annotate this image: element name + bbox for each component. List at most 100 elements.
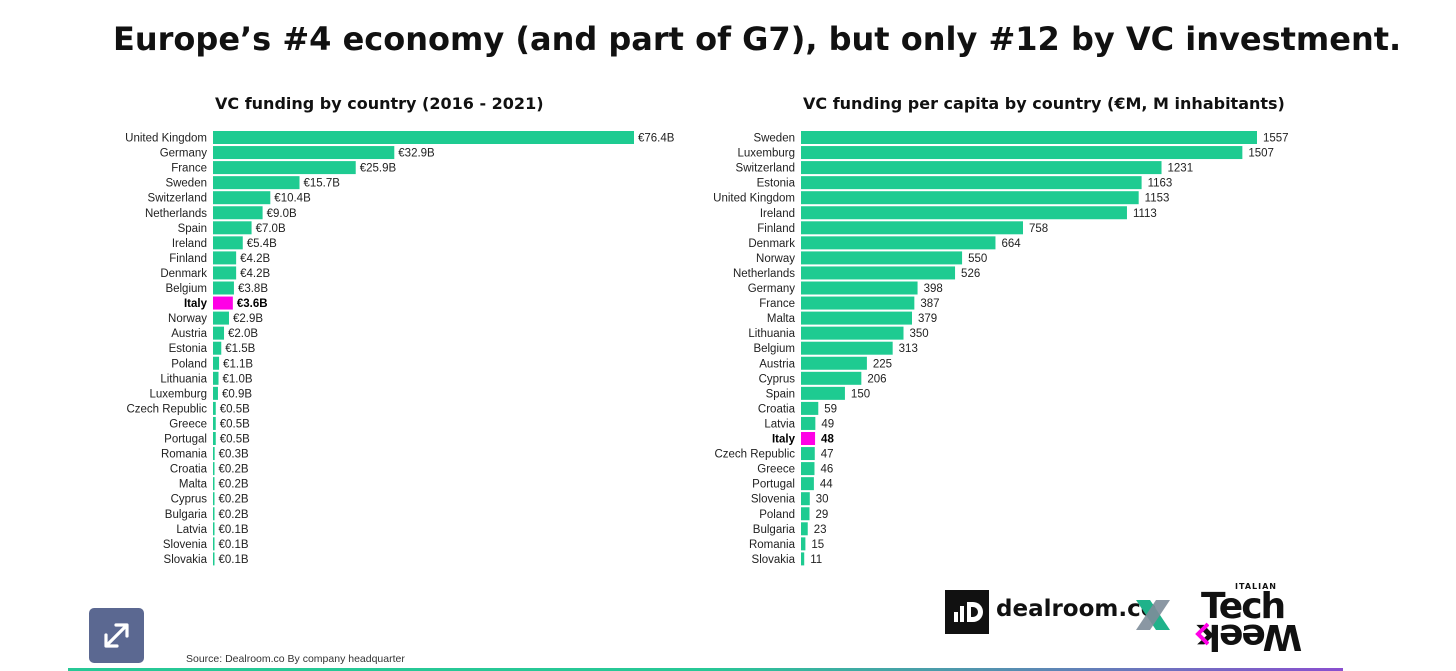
- bar-austria: [213, 326, 225, 340]
- value-label: 379: [918, 313, 937, 325]
- category-label: Switzerland: [736, 163, 795, 175]
- bar-lithuania: [801, 326, 904, 340]
- category-label: Croatia: [170, 464, 208, 476]
- value-label: €0.3B: [219, 449, 249, 461]
- value-label: €1.1B: [223, 358, 253, 370]
- dealroom-logo-icon: [945, 590, 989, 634]
- cross-icon: [1136, 600, 1170, 630]
- category-label: Netherlands: [733, 268, 795, 280]
- category-label: Bulgaria: [753, 524, 796, 536]
- bar-norway: [801, 251, 963, 265]
- category-label: Portugal: [164, 434, 207, 446]
- value-label: 11: [810, 554, 822, 566]
- bar-latvia: [213, 522, 215, 536]
- category-label: Cyprus: [171, 494, 208, 506]
- category-label: Italy: [184, 298, 208, 310]
- bar-austria: [801, 356, 867, 370]
- category-label: Norway: [756, 253, 795, 265]
- value-label: €0.2B: [219, 479, 249, 491]
- bar-luxemburg: [213, 386, 218, 400]
- category-label: Luxemburg: [149, 388, 207, 400]
- category-label: Germany: [160, 148, 208, 160]
- category-label: Estonia: [757, 178, 796, 190]
- value-label: €2.0B: [228, 328, 258, 340]
- bar-poland: [213, 356, 220, 370]
- value-label: 350: [910, 328, 929, 340]
- bar-sweden: [801, 131, 1257, 144]
- value-label: €7.0B: [256, 223, 286, 235]
- value-label: 44: [820, 479, 833, 491]
- italian-tech-week-logo: ITALIAN Tech Week: [1195, 582, 1325, 657]
- dealroom-logo-text: dealroom.co: [996, 596, 1157, 622]
- value-label: €0.5B: [220, 403, 250, 415]
- value-label: €4.2B: [240, 268, 270, 280]
- bar-slovenia: [213, 537, 215, 551]
- category-label: Luxemburg: [737, 148, 795, 160]
- bottom-divider: [68, 668, 1343, 671]
- category-label: United Kingdom: [125, 133, 207, 145]
- value-label: €3.8B: [238, 283, 268, 295]
- value-label: 1507: [1248, 148, 1274, 160]
- left-chart-title: VC funding by country (2016 - 2021): [215, 94, 544, 113]
- bar-croatia: [801, 401, 819, 415]
- bar-switzerland: [801, 161, 1162, 175]
- category-label: Poland: [171, 358, 207, 370]
- value-label: 15: [811, 539, 824, 551]
- value-label: €15.7B: [304, 178, 341, 190]
- category-label: Romania: [749, 539, 796, 551]
- category-label: Croatia: [758, 403, 796, 415]
- value-label: 206: [867, 373, 886, 385]
- bar-switzerland: [213, 191, 271, 205]
- bar-netherlands: [213, 206, 263, 220]
- value-label: 550: [968, 253, 987, 265]
- bar-spain: [801, 386, 845, 400]
- bar-latvia: [801, 416, 816, 430]
- value-label: €0.1B: [219, 554, 249, 566]
- category-label: Spain: [766, 388, 795, 400]
- value-label: 1163: [1148, 178, 1173, 190]
- category-label: Sweden: [165, 178, 207, 190]
- bar-lithuania: [213, 371, 219, 385]
- value-label: 758: [1029, 223, 1048, 235]
- value-label: 664: [1001, 238, 1021, 250]
- category-label: France: [759, 298, 795, 310]
- value-label: €10.4B: [274, 193, 311, 205]
- value-label: 30: [816, 494, 829, 506]
- category-label: Poland: [759, 509, 795, 521]
- value-label: €0.5B: [220, 418, 250, 430]
- value-label: 23: [814, 524, 827, 536]
- category-label: Sweden: [753, 133, 795, 145]
- category-label: Belgium: [165, 283, 207, 295]
- value-label: €1.5B: [225, 343, 255, 355]
- value-label: 313: [899, 343, 918, 355]
- category-label: Latvia: [764, 418, 795, 430]
- value-label: €32.9B: [398, 148, 435, 160]
- category-label: Greece: [169, 418, 207, 430]
- category-label: France: [171, 163, 207, 175]
- category-label: Spain: [178, 223, 207, 235]
- category-label: Latvia: [176, 524, 207, 536]
- bar-czech-republic: [801, 447, 815, 461]
- expand-button[interactable]: [89, 608, 144, 663]
- category-label: Malta: [179, 479, 208, 491]
- techweek-flipped-label: Week: [1199, 616, 1303, 657]
- value-label: 526: [961, 268, 980, 280]
- category-label: Portugal: [752, 479, 795, 491]
- category-label: Czech Republic: [714, 449, 795, 461]
- bar-spain: [213, 221, 252, 235]
- right-chart-title: VC funding per capita by country (€M, M …: [803, 94, 1285, 113]
- value-label: 1113: [1133, 208, 1157, 220]
- category-label: Lithuania: [160, 373, 207, 385]
- bar-cyprus: [213, 492, 215, 506]
- bar-italy: [801, 432, 816, 445]
- category-label: Lithuania: [748, 328, 795, 340]
- bar-slovakia: [801, 552, 805, 566]
- value-label: €5.4B: [247, 238, 277, 250]
- value-label: 1153: [1145, 193, 1170, 205]
- category-label: Finland: [757, 223, 795, 235]
- category-label: Germany: [748, 283, 796, 295]
- value-label: €2.9B: [233, 313, 263, 325]
- category-label: United Kingdom: [713, 193, 795, 205]
- page-title: Europe’s #4 economy (and part of G7), bu…: [113, 20, 1402, 58]
